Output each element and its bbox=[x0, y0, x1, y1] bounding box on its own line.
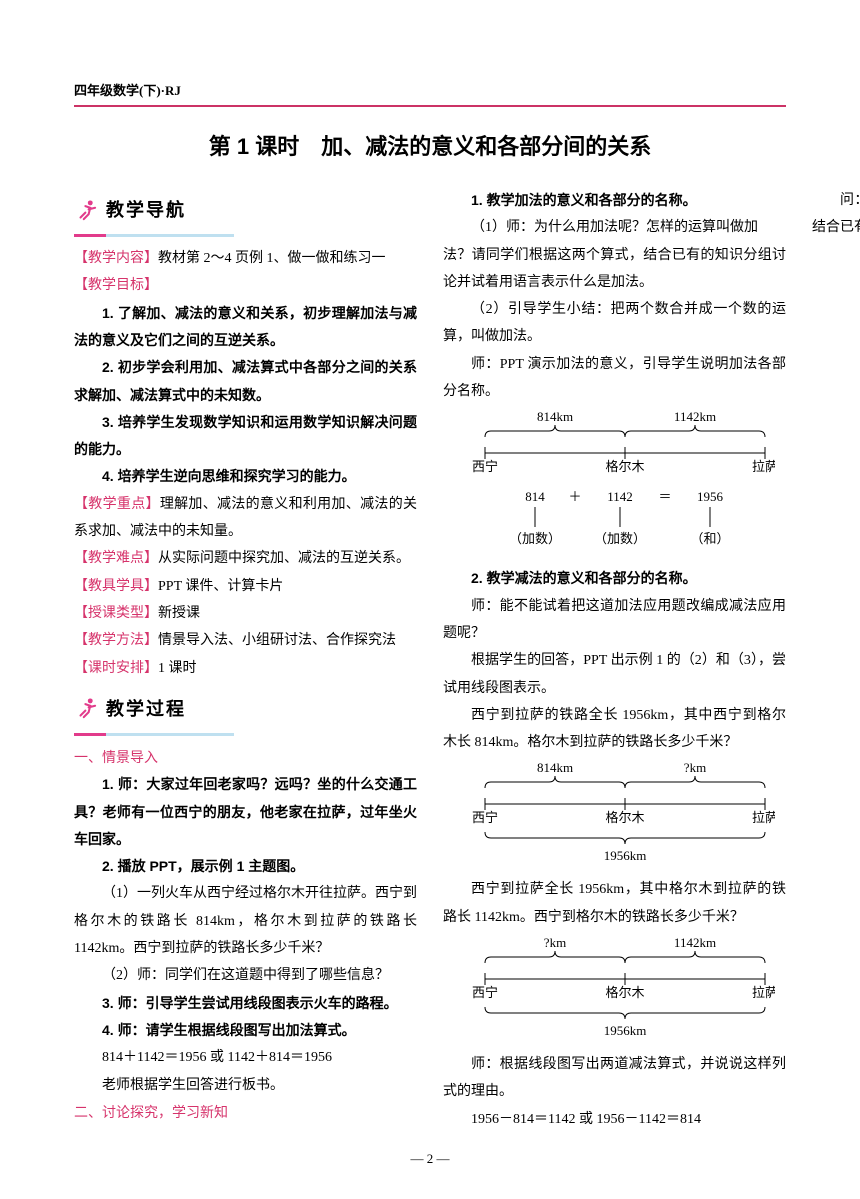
lesson-title: 第 1 课时 加、减法的意义和各部分间的关系 bbox=[74, 129, 786, 161]
s2-2g: 问：怎样的运算是减法？请学生根据这两个算式，结合已有的知识分组讨论并试着用语言表… bbox=[812, 187, 860, 242]
method-body: 情景导入法、小组研讨法、合作探究法 bbox=[158, 633, 396, 648]
svg-text:＋: ＋ bbox=[568, 489, 581, 504]
svg-text:1142km: 1142km bbox=[673, 411, 715, 424]
s1-4: 4. 师：请学生根据线段图写出加法算式。 bbox=[74, 1017, 417, 1044]
classtype-line: 【授课类型】新授课 bbox=[74, 600, 417, 627]
svg-text:1142: 1142 bbox=[607, 489, 633, 504]
svg-text:西宁: 西宁 bbox=[471, 810, 497, 825]
banner-process-text: 教学过程 bbox=[106, 692, 186, 727]
svg-text:拉萨: 拉萨 bbox=[751, 810, 774, 825]
s1-2: 2. 播放 PPT，展示例 1 主题图。 bbox=[74, 853, 417, 880]
goal-4: 4. 培养学生逆向思维和探究学习的能力。 bbox=[74, 463, 417, 490]
s1-2a: （1）一列火车从西宁经过格尔木开往拉萨。西宁到格尔木的铁路长 814km，格尔木… bbox=[74, 880, 417, 962]
svg-text:拉萨: 拉萨 bbox=[751, 459, 774, 474]
svg-text:（加数）: （加数） bbox=[508, 531, 560, 546]
svg-text:1956km: 1956km bbox=[603, 848, 646, 863]
s2-1a: （1）师：为什么用加法呢？怎样的运算叫做加 bbox=[443, 214, 786, 241]
content-line: 【教学内容】教材第 2～4 页例 1、做一做和练习一 bbox=[74, 245, 417, 272]
s2-2e: 师：根据线段图写出两道减法算式，并说说这样列式的理由。 bbox=[443, 1051, 786, 1106]
svg-text:1956: 1956 bbox=[697, 489, 724, 504]
s2-1: 1. 教学加法的意义和各部分的名称。 bbox=[443, 187, 786, 214]
s2-2f: 1956－814＝1142 或 1956－1142＝814 bbox=[443, 1106, 786, 1133]
svg-text:（加数）: （加数） bbox=[593, 531, 645, 546]
label-tools: 【教具学具】 bbox=[74, 579, 158, 594]
method-line: 【教学方法】情景导入法、小组研讨法、合作探究法 bbox=[74, 627, 417, 654]
svg-text:?km: ?km bbox=[683, 762, 705, 775]
svg-text:格尔木: 格尔木 bbox=[605, 810, 644, 825]
goal-3: 3. 培养学生发现数学知识和运用数学知识解决问题的能力。 bbox=[74, 409, 417, 464]
page-number: — 2 — bbox=[0, 1151, 860, 1167]
s2-2a: 师：能不能试着把这道加法应用题改编成减法应用题呢？ bbox=[443, 593, 786, 648]
svg-text:1142km: 1142km bbox=[673, 937, 715, 950]
label-difficulty: 【教学难点】 bbox=[74, 551, 158, 566]
svg-text:814km: 814km bbox=[536, 762, 572, 775]
goal-2: 2. 初步学会利用加、减法算式中各部分之间的关系求解加、减法算式中的未知数。 bbox=[74, 354, 417, 409]
s2-1d: 师：PPT 演示加法的意义，引导学生说明加法各部分名称。 bbox=[443, 351, 786, 406]
svg-text:814: 814 bbox=[525, 489, 545, 504]
label-goal: 【教学目标】 bbox=[74, 272, 417, 299]
runner-icon bbox=[74, 696, 100, 722]
diagram-sub1: 814km ?km 西宁 格尔木 拉萨 1956km bbox=[443, 762, 786, 872]
tools-body: PPT 课件、计算卡片 bbox=[158, 579, 283, 594]
svg-text:格尔木: 格尔木 bbox=[605, 985, 644, 1000]
s2-2: 2. 教学减法的意义和各部分的名称。 bbox=[443, 565, 786, 592]
banner-underline bbox=[74, 234, 234, 237]
svg-text:（和）: （和） bbox=[690, 531, 729, 546]
sec2: 二、讨论探究，学习新知 bbox=[74, 1099, 417, 1126]
svg-text:格尔木: 格尔木 bbox=[605, 459, 644, 474]
tools-line: 【教具学具】PPT 课件、计算卡片 bbox=[74, 573, 417, 600]
classtype-body: 新授课 bbox=[158, 606, 200, 621]
s1-4b: 老师根据学生回答进行板书。 bbox=[74, 1072, 417, 1099]
svg-text:西宁: 西宁 bbox=[471, 985, 497, 1000]
s1-3: 3. 师：引导学生尝试用线段图表示火车的路程。 bbox=[74, 990, 417, 1017]
label-schedule: 【课时安排】 bbox=[74, 661, 158, 676]
schedule-line: 【课时安排】1 课时 bbox=[74, 655, 417, 682]
two-column-body: 教学导航 【教学内容】教材第 2～4 页例 1、做一做和练习一 【教学目标】 1… bbox=[74, 187, 786, 1137]
difficulty-line: 【教学难点】从实际问题中探究加、减法的互逆关系。 bbox=[74, 545, 417, 572]
banner-nav: 教学导航 bbox=[74, 193, 417, 228]
banner-nav-text: 教学导航 bbox=[106, 193, 186, 228]
doc-header: 四年级数学(下)·RJ bbox=[74, 80, 786, 99]
s1-1: 1. 师：大家过年回老家吗？远吗？坐的什么交通工具？老师有一位西宁的朋友，他老家… bbox=[74, 771, 417, 853]
svg-text:814km: 814km bbox=[536, 411, 572, 424]
svg-text:＝: ＝ bbox=[658, 489, 671, 504]
s1-2b: （2）师：同学们在这道题中得到了哪些信息？ bbox=[74, 962, 417, 989]
schedule-body: 1 课时 bbox=[158, 661, 197, 676]
label-method: 【教学方法】 bbox=[74, 633, 158, 648]
label-content: 【教学内容】 bbox=[74, 251, 158, 266]
svg-text:西宁: 西宁 bbox=[471, 459, 497, 474]
svg-text:1956km: 1956km bbox=[603, 1023, 646, 1038]
s2-2b: 根据学生的回答，PPT 出示例 1 的（2）和（3），尝试用线段图表示。 bbox=[443, 647, 786, 702]
banner-process: 教学过程 bbox=[74, 692, 417, 727]
header-rule bbox=[74, 105, 786, 107]
s1-4a: 814＋1142＝1956 或 1142＋814＝1956 bbox=[74, 1044, 417, 1071]
difficulty-body: 从实际问题中探究加、减法的互逆关系。 bbox=[158, 551, 410, 566]
s2-2d: 西宁到拉萨全长 1956km，其中格尔木到拉萨的铁路长 1142km。西宁到格尔… bbox=[443, 876, 786, 931]
runner-icon bbox=[74, 198, 100, 224]
keypoint-line: 【教学重点】理解加、减法的意义和利用加、减法的关系求加、减法中的未知量。 bbox=[74, 491, 417, 546]
label-classtype: 【授课类型】 bbox=[74, 606, 158, 621]
sec1: 一、情景导入 bbox=[74, 744, 417, 771]
s2-2c: 西宁到拉萨的铁路全长 1956km，其中西宁到格尔木长 814km。格尔木到拉萨… bbox=[443, 702, 786, 757]
banner-underline bbox=[74, 733, 234, 736]
content-body: 教材第 2～4 页例 1、做一做和练习一 bbox=[158, 251, 386, 266]
s2-1c: （2）引导学生小结：把两个数合并成一个数的运算，叫做加法。 bbox=[443, 296, 786, 351]
svg-text:?km: ?km bbox=[543, 937, 565, 950]
diagram-sub2: ?km 1142km 西宁 格尔木 拉萨 1956km bbox=[443, 937, 786, 1047]
s2-1b: 法？请同学们根据这两个算式，结合已有的知识分组讨论并试着用语言表示什么是加法。 bbox=[443, 242, 786, 297]
svg-text:拉萨: 拉萨 bbox=[751, 985, 774, 1000]
diagram-addition: 814km 1142km 西宁 格尔木 拉萨 814 ＋ 1142 ＝ 1956 bbox=[443, 411, 786, 561]
goal-1: 1. 了解加、减法的意义和关系，初步理解加法与减法的意义及它们之间的互逆关系。 bbox=[74, 300, 417, 355]
label-keypoint: 【教学重点】 bbox=[74, 497, 160, 512]
